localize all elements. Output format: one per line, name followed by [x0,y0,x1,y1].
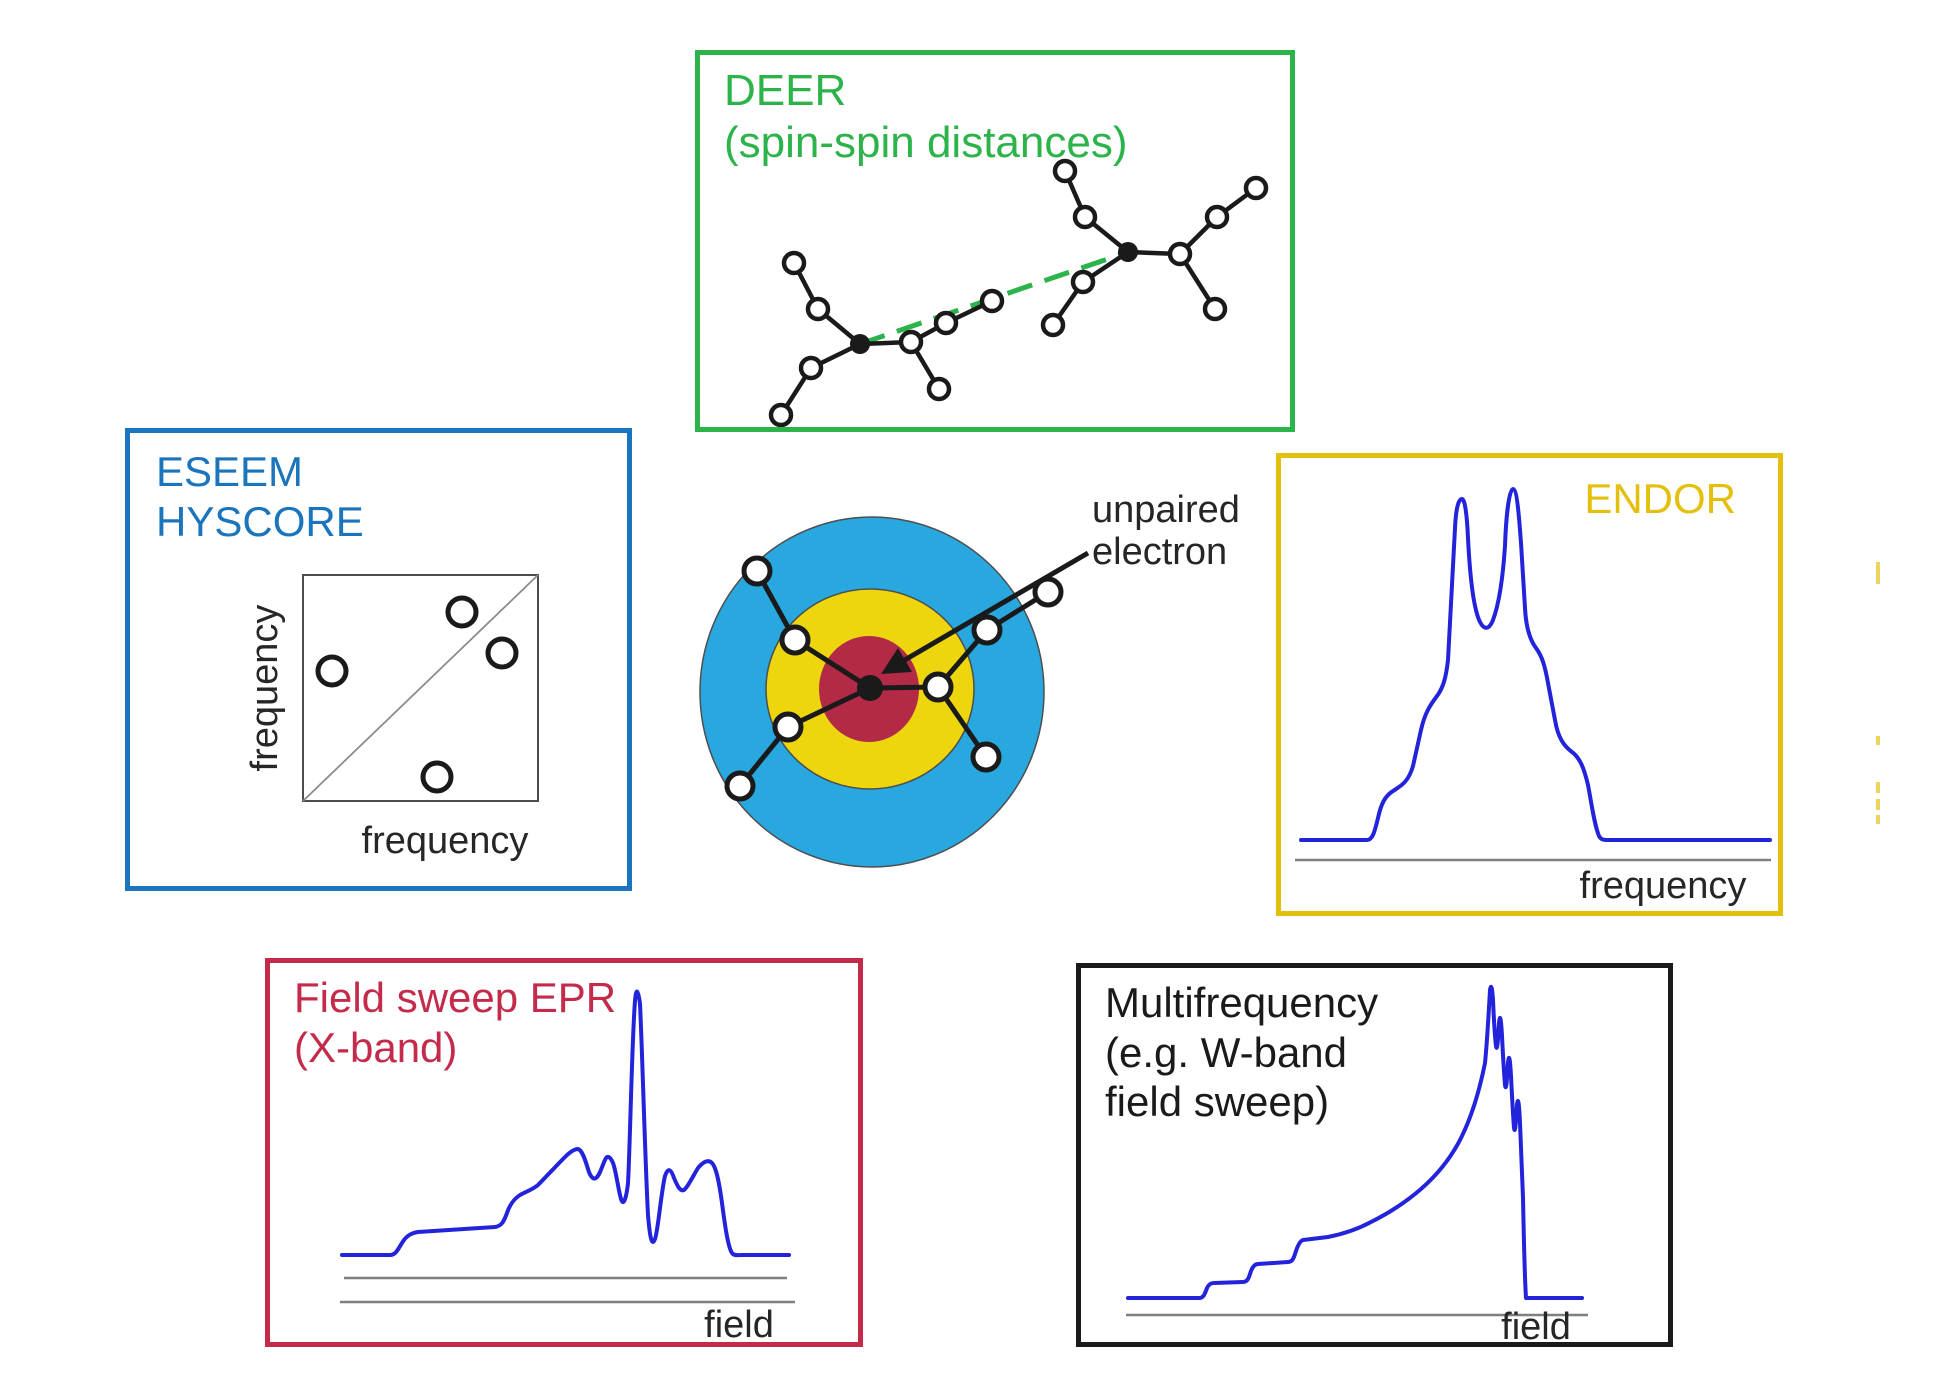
epr-spectrum-curve [340,989,791,1258]
epr-title-line1: Field sweep EPR [294,974,617,1021]
endor-spectrum-curve [1299,487,1772,842]
unpaired-electron-arrow-line [901,550,1090,664]
eseem-title: ESEEM HYSCORE [156,447,364,546]
right-edge-yellow-dash [1876,562,1880,584]
deer-title: DEER (spin-spin distances) [724,65,1128,169]
right-edge-yellow-dash [1876,782,1880,793]
multifrequency-title-line2: (e.g. W-band [1105,1028,1348,1076]
eseem-plot-frame [302,574,539,802]
center-molecule-atoms [724,555,1064,802]
epr-title-line2: (X-band) [294,1023,458,1071]
deer-title-line1: DEER [724,66,847,115]
endor-title: ENDOR [1584,475,1736,522]
right-edge-yellow-dash [1876,799,1880,810]
epr-title: Field sweep EPR (X-band) [294,973,616,1072]
endor-spectrum-graphic: frequency [1295,487,1772,907]
eseem-title-line2: HYSCORE [156,497,364,545]
deer-left-cluster-bonds [778,260,995,418]
field-sweep-epr-panel: Field sweep EPR (X-band) field [265,958,863,1347]
eseem-panel: ESEEM HYSCORE frequency frequency [125,428,632,891]
right-edge-yellow-dash [1876,736,1880,745]
endor-panel: ENDOR frequency [1276,453,1783,916]
unpaired-electron-label-line1: unpaired [1092,489,1240,531]
deer-title-line2: (spin-spin distances) [724,117,1128,167]
spin-center-left [850,334,870,354]
unpaired-electron-label-line2: electron [1092,531,1227,573]
deer-right-cluster-bonds [1050,168,1259,328]
multifrequency-xaxis-label: field [1501,1306,1571,1342]
center-target-graphic: unpaired electron [699,489,1240,868]
deer-atoms [768,158,1269,427]
epr-xaxis-label: field [704,1304,774,1342]
multifrequency-title: Multifrequency (e.g. W-band field sweep) [1105,978,1378,1127]
multifrequency-title-line3: field sweep) [1105,1078,1330,1126]
deer-panel: DEER (spin-spin distances) [695,50,1295,432]
multifrequency-title-line1: Multifrequency [1105,979,1379,1026]
epr-spectrum-graphic: field [340,989,795,1342]
deer-molecule-graphic [768,158,1269,427]
multifrequency-spectrum-graphic: field [1126,984,1588,1342]
eseem-yaxis-label: frequency [244,605,286,772]
unpaired-electron-arrowhead [881,648,912,674]
eseem-diagonal-line [302,574,539,802]
spin-center-right [1118,242,1138,262]
multifrequency-spectrum-curve [1126,984,1584,1300]
right-edge-yellow-dash [1876,815,1880,824]
endor-xaxis-label: frequency [1580,865,1747,907]
eseem-cross-peaks [315,595,519,794]
eseem-plot: frequency frequency [244,574,539,862]
eseem-title-line1: ESEEM [156,448,304,495]
unpaired-electron-dot [857,675,883,701]
multifrequency-panel: Multifrequency (e.g. W-band field sweep) f… [1076,963,1673,1347]
eseem-xaxis-label: frequency [362,820,529,862]
